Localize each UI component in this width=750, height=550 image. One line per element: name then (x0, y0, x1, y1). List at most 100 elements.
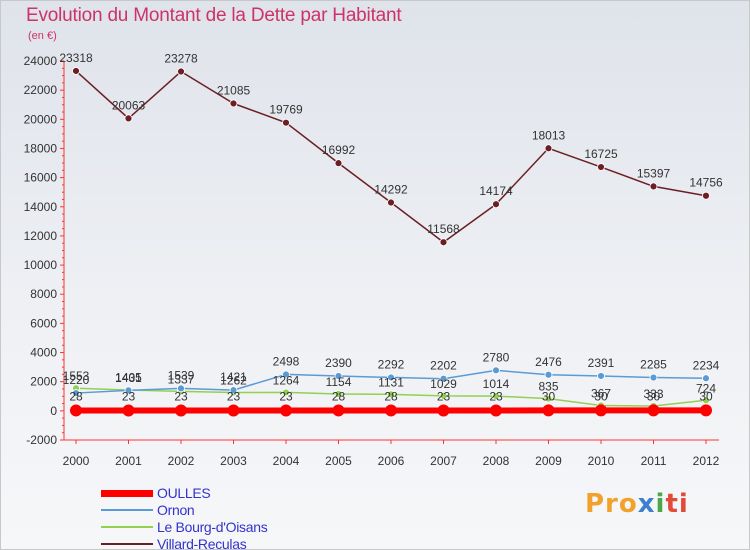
data-point-oulles (647, 404, 660, 417)
data-label-villard-reculas: 20063 (112, 98, 146, 112)
legend-label: Ornon (157, 502, 195, 518)
logo-part-2: x (637, 489, 656, 519)
data-label-villard-reculas: 16992 (322, 143, 356, 157)
data-label-villard-reculas: 18013 (532, 128, 566, 142)
data-label-ornon: 1539 (168, 368, 195, 382)
x-tick-label: 2010 (588, 454, 615, 468)
data-label-villard-reculas: 14756 (689, 176, 723, 190)
data-label-le-bourg-d-oisans: 1553 (63, 369, 90, 383)
data-point-villard-reculas (282, 118, 290, 127)
x-tick-label: 2002 (168, 454, 195, 468)
data-label-villard-reculas: 23318 (59, 51, 93, 65)
data-label-ornon: 1220 (63, 373, 90, 387)
data-label-villard-reculas: 14292 (374, 183, 408, 197)
data-label-le-bourg-d-oisans: 1154 (326, 375, 352, 389)
data-label-oulles: 23 (437, 390, 451, 404)
data-point-oulles (227, 404, 240, 417)
data-point-ornon (439, 374, 448, 383)
data-point-villard-reculas (439, 238, 448, 247)
unit-label: (en €) (28, 30, 57, 42)
data-label-villard-reculas: 11568 (427, 222, 460, 236)
data-point-oulles (700, 404, 712, 417)
data-point-oulles (70, 404, 82, 417)
x-tick-label: 2003 (220, 454, 247, 468)
legend-swatch (101, 490, 153, 497)
logo-part-3: i (655, 489, 666, 519)
data-label-ornon: 1421 (220, 370, 247, 384)
data-label-oulles: 23 (279, 390, 293, 404)
data-label-oulles: 30 (542, 389, 556, 403)
legend-label: Villard-Reculas (157, 536, 247, 550)
chart-title: Evolution du Montant de la Dette par Hab… (26, 5, 402, 26)
data-label-villard-reculas: 14174 (479, 184, 513, 198)
data-point-villard-reculas (597, 163, 605, 171)
data-label-oulles: 23 (174, 390, 188, 404)
data-point-ornon (649, 373, 658, 382)
data-label-villard-reculas: 23278 (164, 52, 198, 66)
data-point-villard-reculas (124, 114, 133, 123)
data-label-ornon: 2202 (430, 359, 457, 373)
data-point-oulles (175, 404, 187, 417)
y-tick-label: 0 (50, 404, 57, 418)
legend-label: Le Bourg-d'Oisans (157, 519, 268, 535)
data-label-le-bourg-d-oisans: 724 (696, 381, 716, 395)
data-label-le-bourg-d-oisans: 1014 (483, 377, 510, 391)
data-label-oulles: 28 (384, 389, 398, 403)
data-label-le-bourg-d-oisans: 1431 (115, 371, 142, 385)
x-tick-label: 2012 (693, 454, 720, 468)
data-label-ornon: 2234 (693, 358, 720, 372)
legend-swatch (101, 526, 153, 528)
y-tick-label: 8000 (30, 287, 57, 301)
data-label-villard-reculas: 19769 (269, 103, 303, 117)
data-point-ornon (387, 373, 395, 382)
data-point-oulles (490, 404, 502, 417)
data-point-oulles (122, 404, 135, 417)
data-point-le-bourg-d-oisans (282, 388, 290, 397)
legend-label: OULLES (157, 485, 211, 501)
data-label-le-bourg-d-oisans: 1029 (430, 377, 457, 391)
proxiti-logo: Proxiti (585, 489, 689, 519)
data-point-ornon (544, 370, 553, 379)
data-point-ornon (702, 374, 710, 383)
data-label-ornon: 1405 (115, 370, 142, 384)
data-label-ornon: 2498 (273, 354, 300, 368)
y-tick-label: 12000 (24, 229, 58, 243)
data-label-le-bourg-d-oisans: 1337 (168, 372, 195, 386)
x-tick-label: 2008 (483, 454, 510, 468)
data-point-villard-reculas (229, 99, 238, 108)
x-tick-label: 2000 (63, 454, 90, 468)
y-tick-label: 14000 (24, 200, 58, 214)
data-point-oulles (542, 404, 555, 417)
x-tick-label: 2004 (273, 454, 300, 468)
data-label-oulles: 30 (699, 389, 713, 403)
data-label-oulles: 28 (332, 389, 346, 403)
data-label-oulles: 23 (489, 390, 503, 404)
data-label-villard-reculas: 21085 (217, 83, 251, 97)
legend-swatch (101, 509, 153, 511)
data-point-ornon (334, 372, 343, 380)
data-label-le-bourg-d-oisans: 1131 (378, 375, 404, 389)
data-label-ornon: 2390 (325, 356, 352, 370)
data-point-villard-reculas (334, 159, 343, 168)
data-label-ornon: 2391 (588, 356, 615, 370)
data-point-ornon (72, 389, 80, 397)
data-point-oulles (332, 404, 345, 417)
data-point-oulles (437, 404, 450, 417)
data-label-villard-reculas: 16725 (584, 147, 618, 161)
data-label-ornon: 2780 (483, 350, 510, 364)
y-tick-label: 6000 (30, 316, 57, 330)
y-tick-label: 18000 (24, 141, 58, 155)
logo-part-1: Pro (585, 489, 638, 519)
logo-part-4: ti (665, 489, 689, 519)
data-point-villard-reculas (387, 198, 395, 207)
y-tick-label: 4000 (30, 346, 57, 360)
x-tick-label: 2009 (535, 454, 562, 468)
data-label-ornon: 2292 (378, 357, 405, 371)
data-point-villard-reculas (492, 200, 500, 209)
y-tick-label: 16000 (24, 171, 58, 185)
data-point-ornon (229, 386, 238, 395)
data-label-oulles: 28 (69, 389, 83, 403)
data-label-oulles: 23 (122, 390, 136, 404)
